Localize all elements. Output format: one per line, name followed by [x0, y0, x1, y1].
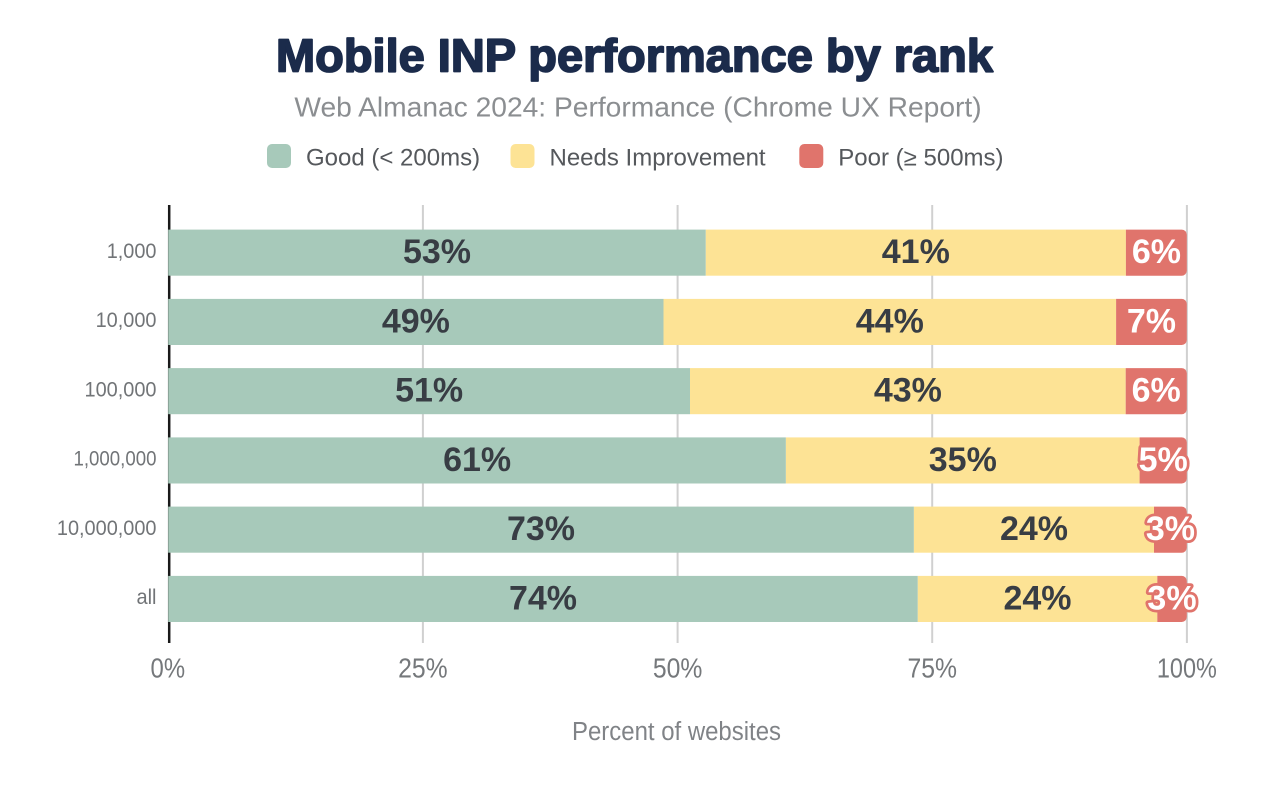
svg-text:44%: 44%: [856, 302, 924, 340]
svg-text:35%: 35%: [929, 441, 997, 479]
svg-text:50%: 50%: [653, 653, 703, 684]
svg-text:73%: 73%: [507, 510, 575, 548]
svg-text:41%: 41%: [882, 233, 950, 271]
svg-text:6%: 6%: [1132, 372, 1181, 410]
svg-text:24%: 24%: [1003, 579, 1071, 617]
svg-text:5%: 5%: [1139, 441, 1188, 479]
svg-text:74%: 74%: [509, 579, 577, 617]
svg-text:61%: 61%: [443, 441, 511, 479]
svg-text:100%: 100%: [1157, 653, 1217, 684]
svg-text:24%: 24%: [1000, 510, 1068, 548]
svg-text:75%: 75%: [907, 653, 957, 684]
svg-text:3%: 3%: [1147, 579, 1196, 617]
svg-text:10,000,000: 10,000,000: [57, 516, 157, 540]
svg-text:Mobile INP performance by rank: Mobile INP performance by rank: [276, 29, 994, 81]
svg-text:all: all: [137, 585, 157, 609]
svg-text:3%: 3%: [1146, 510, 1195, 548]
svg-text:51%: 51%: [395, 372, 463, 410]
svg-text:7%: 7%: [1127, 302, 1176, 340]
svg-text:49%: 49%: [382, 302, 450, 340]
svg-text:0%: 0%: [151, 653, 186, 684]
svg-text:25%: 25%: [398, 653, 448, 684]
svg-text:Web Almanac 2024: Performance: Web Almanac 2024: Performance (Chrome UX…: [294, 91, 981, 123]
svg-text:53%: 53%: [403, 233, 471, 271]
svg-text:10,000: 10,000: [96, 308, 157, 332]
svg-text:1,000: 1,000: [107, 239, 157, 263]
svg-text:100,000: 100,000: [85, 377, 157, 401]
svg-text:1,000,000: 1,000,000: [74, 447, 157, 471]
svg-text:Needs Improvement: Needs Improvement: [550, 145, 766, 172]
svg-text:Good (< 200ms): Good (< 200ms): [306, 145, 480, 172]
svg-text:Poor (≥ 500ms): Poor (≥ 500ms): [838, 145, 1003, 172]
svg-text:6%: 6%: [1132, 233, 1181, 271]
svg-text:Percent of websites: Percent of websites: [572, 718, 781, 746]
svg-text:43%: 43%: [874, 372, 942, 410]
